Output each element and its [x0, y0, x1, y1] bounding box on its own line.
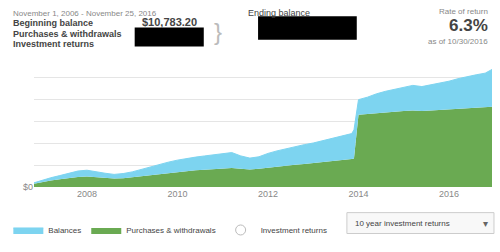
svg-text:2014: 2014	[348, 189, 368, 199]
svg-text:2016: 2016	[439, 189, 459, 199]
svg-text:Rate of return: Rate of return	[439, 7, 488, 16]
svg-text:Purchases & withdrawals: Purchases & withdrawals	[126, 226, 215, 235]
svg-text:2010: 2010	[167, 189, 187, 199]
svg-text:Ending balance: Ending balance	[248, 8, 310, 18]
svg-text:Purchases & withdrawals: Purchases & withdrawals	[13, 29, 122, 39]
svg-text:2012: 2012	[258, 189, 278, 199]
svg-text:Balances: Balances	[48, 226, 81, 235]
svg-text:$0: $0	[23, 182, 33, 192]
svg-text:Beginning balance: Beginning balance	[13, 18, 93, 28]
svg-text:▾: ▾	[483, 218, 488, 229]
svg-text:as of 10/30/2016: as of 10/30/2016	[428, 37, 488, 46]
svg-text:$10,783.20: $10,783.20	[142, 16, 197, 28]
svg-text:Investment returns: Investment returns	[261, 226, 327, 235]
svg-text:10 year investment returns: 10 year investment returns	[355, 219, 450, 228]
svg-text:November 1, 2006 - November 25: November 1, 2006 - November 25, 2016	[13, 9, 157, 18]
svg-text:2008: 2008	[77, 189, 97, 199]
svg-text:6.3%: 6.3%	[449, 16, 488, 35]
svg-text:Investment returns: Investment returns	[13, 39, 94, 49]
svg-text:}: }	[214, 18, 222, 45]
